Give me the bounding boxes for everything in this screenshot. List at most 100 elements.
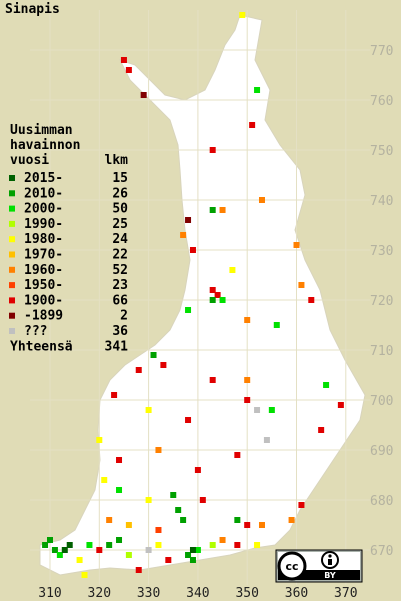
observation [234,452,241,458]
observation [140,92,147,98]
observation [209,297,216,303]
x-tick-label: 360 [285,586,308,601]
observation [106,517,113,523]
observation [185,417,192,423]
observation [293,242,300,248]
observation [180,517,187,523]
legend-label: 1990- [24,217,63,232]
land [39,14,366,576]
observation [47,537,53,543]
observation [258,197,265,203]
observation [244,377,251,383]
y-tick-label: 750 [370,144,393,159]
observation [239,12,246,18]
legend-heading: vuosi [10,153,49,168]
y-tick-label: 770 [370,44,393,59]
legend-count: 50 [112,202,128,217]
observation [273,322,280,328]
legend-label: 1900- [24,293,63,308]
legend-count: 22 [112,248,128,263]
observation [189,557,196,563]
observation [209,542,216,548]
observation [185,307,192,313]
x-tick-label: 340 [186,586,209,601]
observation [180,232,187,238]
observation [111,392,118,398]
observation [209,147,216,153]
observation [116,487,123,493]
y-tick-label: 680 [370,494,393,509]
legend-swatch [9,205,15,212]
observation [219,297,226,303]
observation [258,522,265,528]
observation [155,542,162,548]
observation [244,397,251,403]
observation [234,517,241,523]
observation [298,282,305,288]
legend-total-label: Yhteensä [10,339,73,354]
observation [189,547,196,553]
observation [160,362,167,368]
observation [51,547,58,553]
observation [125,522,132,528]
observation [298,502,305,508]
x-tick-label: 350 [235,586,258,601]
observation [199,497,206,503]
observation [234,542,241,548]
legend-label: 1960- [24,263,63,278]
observation [86,542,93,548]
x-tick-label: 320 [88,586,111,601]
observation [189,247,196,253]
observation [323,382,330,388]
observation [219,207,226,213]
y-tick-label: 740 [370,194,393,209]
observation [185,552,192,558]
legend-count: 24 [112,232,128,247]
observations [42,12,344,578]
observation [145,547,152,553]
observation [194,467,201,473]
observation [185,217,192,223]
observation [42,542,49,548]
legend-count: 23 [112,278,128,293]
badge-bottom [278,570,360,580]
y-tick-label: 720 [370,294,393,309]
legend-swatch [9,251,15,258]
observation [145,497,152,503]
observation [318,427,325,433]
legend-label: 1950- [24,278,63,293]
x-tick-label: 370 [334,586,357,601]
observation [263,437,270,443]
legend-count: 66 [112,293,128,308]
observation [145,407,152,413]
observation [229,267,236,273]
legend-label: ??? [24,324,47,339]
legend-label: 2015- [24,171,63,186]
legend-heading: Uusimman [10,123,73,138]
observation [96,547,103,553]
y-tick-label: 690 [370,444,393,459]
observation [135,367,142,373]
observation [209,207,216,213]
cc-text: cc [285,560,298,573]
observation [254,542,261,548]
observation [209,377,216,383]
legend-count: 36 [112,324,128,339]
by-body [328,559,332,565]
observation [66,542,73,548]
observation [337,402,344,408]
legend-label: 2010- [24,186,63,201]
legend-swatch [9,236,15,243]
legend-total: 341 [105,339,129,354]
observation [249,122,256,128]
legend-count: 25 [112,217,128,232]
legend-count: 15 [112,171,128,186]
x-tick-label: 330 [137,586,160,601]
legend-heading: havainnon [10,138,80,153]
legend-label: 1980- [24,232,63,247]
observation [170,492,177,498]
observation [150,352,157,358]
legend-swatch [9,220,15,227]
grid [30,10,370,585]
